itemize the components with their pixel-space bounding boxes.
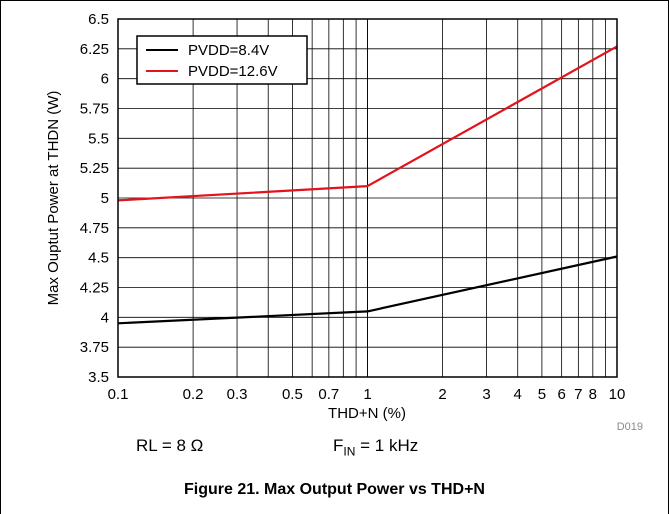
y-tick-label: 4 [101,309,109,326]
x-tick-label: 0.1 [108,386,129,403]
y-axis-label: Max Ouptut Power at THDN (W) [45,91,62,306]
legend-label-pvdd-12-6v: PVDD=12.6V [188,63,278,80]
y-tick-labels: 3.5 3.75 4 4.25 4.5 4.75 5 5.25 5.5 5.75 6 6.25 6.5 [80,11,109,386]
x-tick-label: 0.3 [227,386,248,403]
figure-id: D019 [617,421,643,433]
y-tick-label: 6 [101,71,109,88]
y-tick-label: 4.75 [80,220,109,237]
series-line-pvdd-12-6v [117,45,618,202]
y-tick-label: 4.5 [88,250,109,267]
series-lines [117,45,618,325]
y-tick-label: 3.75 [80,339,109,356]
y-tick-label: 5.5 [88,130,109,147]
y-tick-label: 3.5 [88,369,109,386]
series-line-pvdd-8-4v [117,255,618,325]
x-tick-labels: 0.1 0.2 0.3 0.5 0.7 1 2 3 4 5 6 7 8 10 [108,386,626,403]
x-tick-label: 4 [514,386,522,403]
x-tick-label: 0.5 [282,386,303,403]
fin-subscript: IN [343,444,356,459]
x-tick-label: 1 [363,386,371,403]
x-tick-label: 3 [482,386,490,403]
x-tick-label: 0.2 [183,386,204,403]
y-tick-label: 5 [101,190,109,207]
figure-caption: Figure 21. Max Output Power vs THD+N [184,481,485,498]
y-tick-label: 6.25 [80,41,109,58]
x-tick-label: 6 [557,386,565,403]
y-tick-label: 5.75 [80,101,109,118]
x-tick-label: 0.7 [318,386,339,403]
x-tick-label: 7 [574,386,582,403]
legend-box [136,35,308,85]
y-tick-label: 4.25 [80,280,109,297]
y-tick-label: 5.25 [80,160,109,177]
plot-border [117,18,618,378]
legend: PVDD=8.4V PVDD=12.6V [136,35,308,85]
x-tick-label: 10 [609,386,626,403]
x-tick-label: 8 [589,386,597,403]
load-resistance-condition: RL = 8 Ω [136,436,204,455]
x-tick-label: 2 [438,386,446,403]
x-tick-label: 5 [538,386,546,403]
input-frequency-condition: FIN = 1 kHz [333,436,418,458]
y-tick-label: 6.5 [88,11,109,28]
legend-label-pvdd-8-4v: PVDD=8.4V [188,42,269,59]
fin-symbol: F [333,436,344,455]
fin-value: = 1 kHz [355,436,419,455]
x-axis-label: THD+N (%) [328,405,406,422]
